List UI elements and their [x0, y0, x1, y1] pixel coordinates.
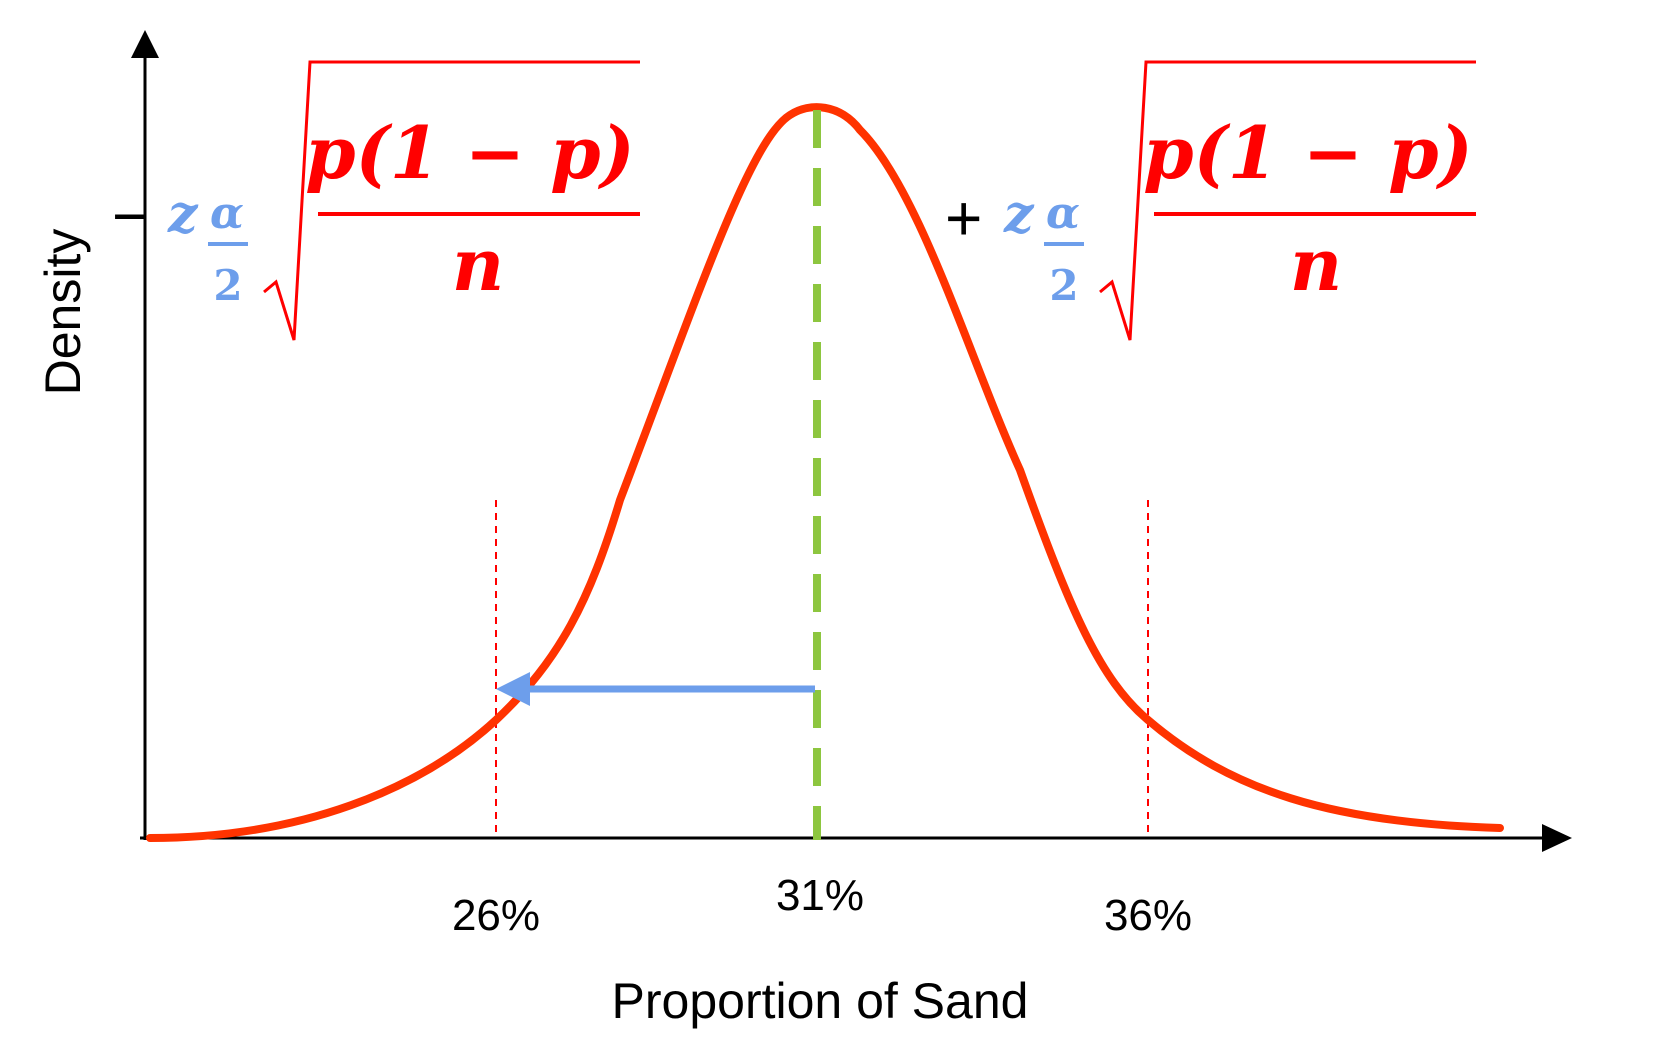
y-axis-arrowhead: [131, 30, 159, 58]
right-formula-two: 2: [1049, 261, 1078, 310]
left-formula-alpha: α: [210, 188, 244, 239]
right-formula-denominator: n: [1290, 222, 1342, 307]
density-curve: [146, 103, 1504, 842]
tick-label-mean: 31%: [776, 871, 864, 920]
right-formula-radical: [1099, 60, 1476, 341]
left-formula-denominator: n: [452, 222, 504, 307]
left-formula-z: z: [167, 184, 199, 245]
left-formula-sign: −: [112, 180, 149, 252]
tick-label-lower: 26%: [452, 891, 540, 940]
right-formula-z: z: [1003, 184, 1035, 245]
margin-arrow-head: [496, 672, 530, 706]
left-formula-two: 2: [213, 261, 242, 310]
y-axis-label: Density: [35, 229, 91, 396]
left-formula: − z α 2 p(1 − p) n: [112, 60, 640, 341]
tick-label-upper: 36%: [1104, 891, 1192, 940]
x-axis-label: Proportion of Sand: [612, 973, 1029, 1029]
right-formula-alpha: α: [1046, 188, 1080, 239]
left-formula-radical: [263, 60, 640, 341]
right-formula-numerator: p(1 − p): [1143, 110, 1472, 195]
left-formula-numerator: p(1 − p): [305, 110, 634, 195]
right-formula: + z α 2 p(1 − p) n: [945, 60, 1476, 341]
right-formula-sign: +: [945, 182, 982, 254]
x-axis-arrowhead: [1542, 824, 1572, 852]
